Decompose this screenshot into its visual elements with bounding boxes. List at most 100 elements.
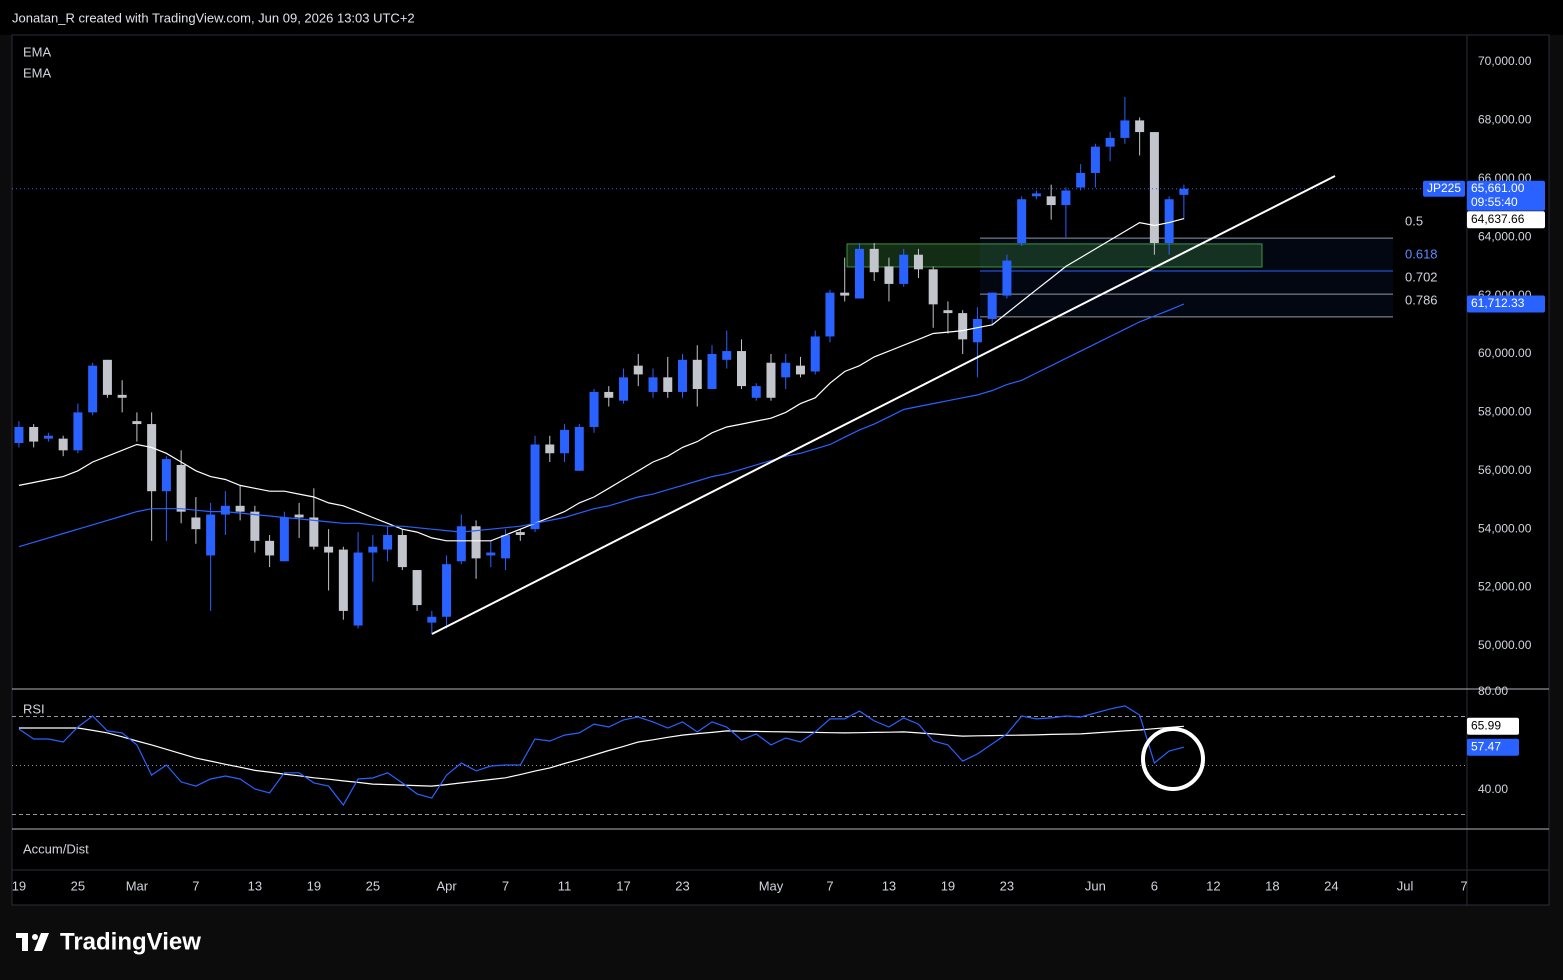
x-tick-label: 19: [941, 878, 955, 893]
candle-body: [58, 438, 68, 451]
x-tick-label: 11: [558, 878, 572, 893]
header-bar: [0, 0, 1563, 35]
x-tick-label: 19: [12, 878, 26, 893]
candle-body: [736, 351, 746, 387]
x-tick-label: 17: [616, 878, 630, 893]
candle-body: [1017, 199, 1027, 244]
candle-body: [132, 421, 142, 425]
candle-body: [442, 564, 452, 617]
fib-label: 0.618: [1405, 246, 1438, 261]
rsi-line: [18, 705, 1185, 807]
candle-body: [161, 459, 171, 492]
candle-body: [235, 505, 245, 512]
candle-body: [102, 359, 112, 395]
candle-body: [899, 254, 909, 284]
candle-body: [1061, 190, 1071, 206]
candle-body: [913, 254, 923, 270]
candle-body: [383, 535, 393, 550]
candle-body: [530, 444, 540, 530]
y-tick-label: 54,000.00: [1478, 521, 1532, 535]
chart-layer: 50,000.00 52,000.00 54,000.00 56,000.00 58,0…: [12, 44, 1545, 893]
candle-body: [972, 318, 982, 343]
fib-fill: [980, 294, 1393, 317]
candle-body: [958, 313, 968, 340]
x-tick-label: 6: [1151, 878, 1158, 893]
candle-body: [987, 292, 997, 319]
candle-body: [1031, 193, 1041, 197]
price-tag: [1467, 180, 1545, 211]
logo: TradingView: [16, 928, 201, 955]
candle-body: [1105, 137, 1115, 147]
x-tick-label: 23: [675, 878, 689, 893]
candle-body: [1149, 132, 1159, 244]
price-tag-label: 65.99: [1471, 718, 1501, 732]
candle-body: [604, 391, 614, 398]
candle-body: [147, 424, 157, 492]
candle-body: [427, 616, 437, 623]
candle-body: [1090, 146, 1100, 173]
candle-body: [751, 386, 761, 398]
candle-body: [14, 426, 24, 444]
x-tick-label: Mar: [126, 878, 149, 893]
candle-body: [397, 535, 407, 568]
candle-body: [1179, 188, 1189, 195]
candle-body: [73, 412, 83, 451]
x-tick-label: 7: [1460, 878, 1467, 893]
candle-body: [928, 269, 938, 305]
y-tick-label: 70,000.00: [1478, 54, 1532, 68]
candle-body: [795, 365, 805, 375]
y-tick-label: 68,000.00: [1478, 113, 1532, 127]
candle-body: [1046, 196, 1056, 206]
candle-body: [309, 517, 319, 547]
fib-fill: [980, 271, 1393, 295]
candle-body: [1120, 120, 1130, 138]
price-tag: [1467, 738, 1519, 756]
candle-body: [545, 444, 555, 454]
candle-body: [265, 540, 275, 556]
candle-body: [176, 464, 186, 512]
x-tick-label: 24: [1324, 878, 1338, 893]
chart-frame: [11, 34, 1550, 906]
trend-line: [431, 175, 1336, 635]
candle-body: [250, 511, 260, 541]
candle-body: [486, 552, 496, 556]
candle-body: [854, 248, 864, 299]
symbol-tag: [1423, 180, 1465, 197]
logo-text: TradingView: [60, 928, 201, 955]
rsi-line: [18, 725, 1184, 787]
candle-body: [456, 526, 466, 562]
candle-body: [678, 359, 688, 392]
candle-body: [1164, 199, 1174, 244]
logo-mark: [22, 933, 28, 951]
x-tick-label: 25: [71, 878, 85, 893]
x-tick-label: 19: [307, 878, 321, 893]
candle-body: [589, 391, 599, 427]
candle-body: [206, 514, 216, 556]
x-tick-label: Jul: [1397, 878, 1414, 893]
candle-body: [884, 266, 894, 284]
pane-title: RSI: [23, 701, 45, 716]
y-tick-label: 60,000.00: [1478, 346, 1532, 360]
y-tick-label: 50,000.00: [1478, 638, 1532, 652]
pane-title: Accum/Dist: [23, 841, 89, 856]
y-tick-label: 40.00: [1478, 782, 1508, 796]
candle-body: [294, 514, 304, 518]
x-tick-label: 7: [826, 878, 833, 893]
candle-body: [619, 377, 629, 401]
logo-mark: [34, 933, 49, 951]
candle-body: [515, 532, 525, 536]
candle-body: [1135, 120, 1145, 133]
candle-body: [501, 535, 511, 559]
candle-body: [766, 362, 776, 398]
fib-label: 0.5: [1405, 214, 1423, 229]
candle-body: [279, 517, 289, 562]
candle-body: [220, 505, 230, 515]
price-tag-label: 09:55:40: [1471, 195, 1518, 209]
candle-body: [648, 377, 658, 392]
price-tag: [1467, 211, 1545, 229]
legend-entry: EMA: [23, 44, 52, 59]
price-tag-label: 61,712.33: [1471, 296, 1525, 310]
candle-body: [368, 546, 378, 553]
